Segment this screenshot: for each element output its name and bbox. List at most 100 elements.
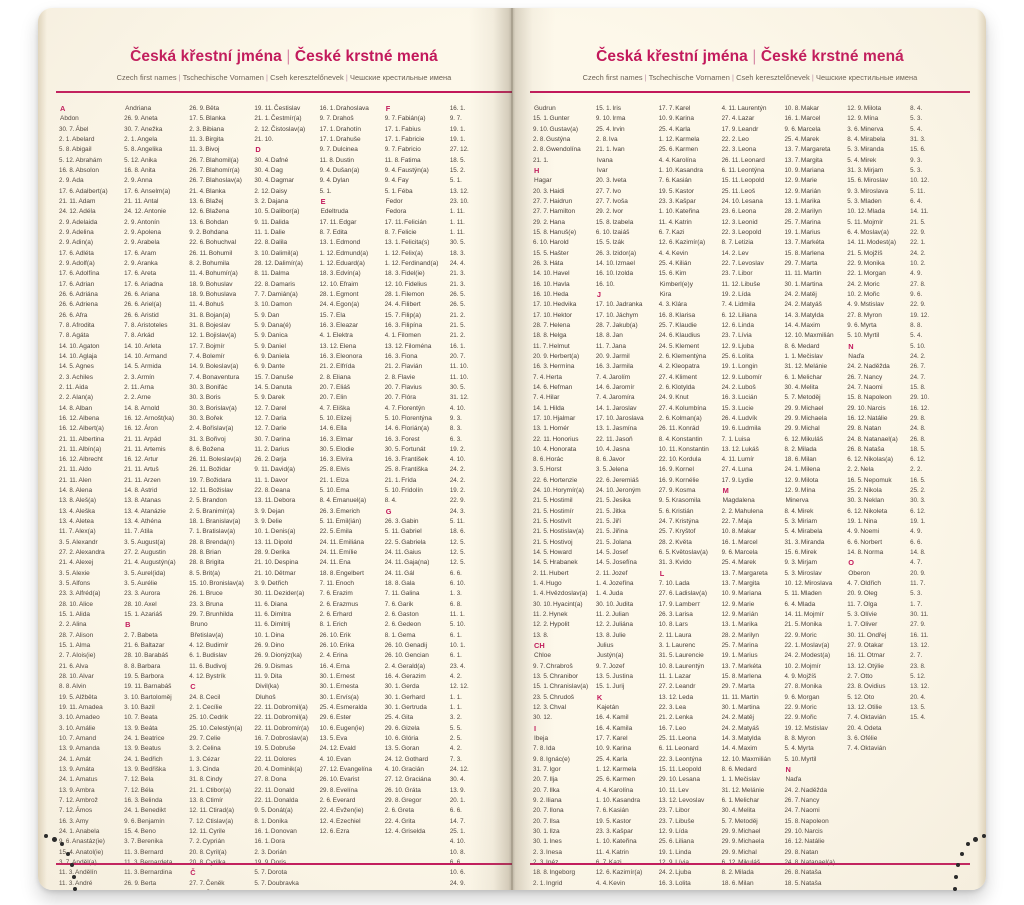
given-name: Edvín(a) [336,270,361,278]
given-name: Herta [546,373,562,381]
name-day-date: 20. 8. [189,848,205,856]
name-entry-row: 29. 9. Michal [781,424,841,434]
name-day-date: 24. 12. [124,208,144,216]
name-day-date: 21. 3. [449,270,466,278]
name-entry-row: 16. 8. Absolon [56,166,118,176]
name-day-date: 21. 5. [595,507,612,515]
name-day-date: 19. 5. [595,817,612,825]
given-name: Jaroslav [612,404,637,412]
name-day-date: 16. 3. [319,352,336,360]
name-day-date: 14. 4. [784,321,800,329]
given-name: Bonaventura [202,373,240,381]
name-day-date: 6. 1. [721,796,734,804]
given-name: Čeněk [205,879,225,887]
name-entry-row: 18. 6. [447,527,509,537]
name-entry-row: 3. 10. Bazil [121,703,183,713]
name-entry-row: 26. 6. Ariana [121,290,183,300]
given-name: Květoslav(a) [671,549,708,557]
name-entry-row: 26. 8. Nataša [844,445,904,455]
given-name: Graciána [404,776,432,784]
given-name: Damon [270,301,292,309]
name-entry-row: 15. 6. Kim [656,269,716,279]
name-entry-row: 1. 10. Kasandra [656,166,716,176]
given-name: Milota [800,476,819,484]
name-entry-row: 24. 2. Moric [844,280,904,290]
given-name: Kilián [611,889,652,891]
name-day-date: 27. 12. [384,776,404,784]
name-day-date: 29. 10. [910,394,930,402]
name-entry-row: 23. 4. [447,662,509,672]
name-entry-row: 8. 7. Felicie [382,228,444,238]
given-name: Angela [137,135,158,143]
name-day-date: 12. 6. [319,827,336,835]
name-day-date: 1. 12. [384,259,401,267]
name-day-date: 18. 3. [319,270,336,278]
name-entry-row: 18. 8. Gala [382,579,444,589]
name-day-date: 4. 11. [721,456,737,464]
name-entry-row: 24. 1. Anabela [56,827,118,837]
name-entry-row: 14. 8. Astrid [121,486,183,496]
name-day-date: 2. 8. [595,135,608,143]
given-name: Ivo [612,187,622,195]
given-name: Bohumila [202,259,230,267]
name-day-date: 13. 11. [254,538,273,546]
alphabet-letter: H [534,165,540,175]
given-name: Dona [270,776,287,784]
name-entry-row: 13. 1. Homér [530,424,590,434]
given-name: Goran [401,745,420,753]
name-entry-row: 22. 3. Leona [719,145,779,155]
given-name: Jana [611,342,626,350]
name-day-date: 4. 9. [847,301,860,309]
name-entry-row: 17. 7. Karel [656,104,716,114]
name-entry-row: 8. 11. Dalma [251,269,313,279]
name-day-date: 31. 12. [784,363,804,371]
name-entry-row: 30. 3. Boris [186,393,248,403]
name-entry-row: 17. 10. Jáchym [593,311,653,321]
name-day-date: 30. 7. [59,125,75,133]
alphabet-letter: K [596,692,603,702]
subtitle-de: Tschechische Vornamen [182,73,264,82]
name-day-date: 21. 1. [595,146,612,154]
name-entry-row: 27. 7. Čeněk [186,879,248,889]
given-name: Mikuláš [737,858,778,868]
name-entry-row: 3. 10. Bartoloměj [121,693,183,703]
alphabet-letter: L [659,568,665,578]
name-day-date: 10. 6. [384,735,401,743]
name-day-date: 6. 4. [910,197,923,205]
name-entry-row: 13. 4. Athéna [121,517,183,527]
name-day-date: 24. 7. [784,807,800,815]
name-entry-row: 27. 9. Kosma [656,486,716,496]
name-entry-row: 2. 1. Angela [121,135,183,145]
name-day-date: 21. 5. [533,538,549,546]
name-entry-row: 9. 10. Gustav(a) [530,125,590,135]
name-entry-row: 14. 10. Havel [530,269,590,279]
name-entry-row: Hagar [530,176,590,186]
name-entry-row: 12. 9. Marie [781,176,841,186]
name-day-date: 2. 1. [189,704,202,712]
name-day-date: 2. 3. [124,373,137,381]
name-entry-row: 5. 3. Miranda [844,145,904,155]
given-name: Aranka [137,259,158,267]
name-day-date: 19. 2. [449,445,466,453]
name-day-date: 2. 3. [254,848,267,856]
name-entry-row: 9. 6. Anastáz(ie) [56,837,118,847]
name-day-date: 2. 9. [59,228,72,236]
elastic-dot [956,863,960,867]
name-entry-row: 20. 8. Cyril(a) [186,848,248,858]
name-entry-row: 7. 4. Bonaventura [186,373,248,383]
given-name: Flavie [397,373,416,381]
name-entry-row: 23. 7. Lívia [719,331,779,341]
name-day-date: 21. 4. [124,559,140,567]
given-name: Brandon [202,497,227,505]
name-day-date: 11. 7. [124,528,140,536]
name-day-date: 19. 9. [251,858,269,868]
name-day-date: 26. 8. [910,435,926,443]
name-entry-row: 19. 1. Nina [844,517,904,527]
name-day-date: 22. 7. [721,259,738,267]
given-name: Gustav(a) [549,125,579,133]
given-name: Dalida [270,218,289,226]
given-name: Ilka [549,786,560,794]
name-entry-row: 18. 5. [447,156,509,166]
name-day-date: 1. 4. [533,590,546,598]
name-entry-row: 21. 5. [447,321,509,331]
